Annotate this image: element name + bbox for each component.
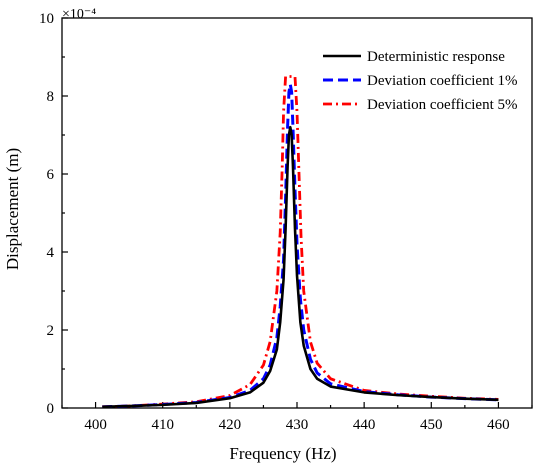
x-tick-label: 440: [353, 417, 376, 433]
y-tick-label: 10: [39, 11, 54, 27]
series-layer: [102, 75, 499, 408]
legend-label: Deviation coefficient 1%: [367, 73, 518, 89]
legend: Deterministic response Deviation coeffici…: [323, 49, 518, 113]
y-axis: 0 2 4 6 8 10: [39, 11, 68, 417]
series-line-deviation-coefficient-5: [102, 75, 499, 408]
series-line-deterministic-response: [102, 125, 499, 408]
y-tick-label: 4: [47, 245, 55, 261]
y-axis-exponent: ×10⁻⁴: [62, 7, 96, 22]
x-tick-label: 430: [286, 417, 309, 433]
legend-label: Deviation coefficient 5%: [367, 97, 518, 113]
x-tick-label: 410: [151, 417, 174, 433]
series-line-deviation-coefficient-1: [102, 82, 499, 408]
x-tick-label: 400: [84, 417, 107, 433]
y-tick-label: 2: [47, 323, 55, 339]
x-axis: 400 410 420 430 440 450 460: [61, 402, 533, 433]
legend-label: Deterministic response: [367, 49, 505, 65]
x-tick-label: 420: [219, 417, 242, 433]
y-tick-label: 8: [47, 89, 55, 105]
y-tick-label: 0: [47, 401, 55, 417]
y-axis-label: Displacement (m): [3, 148, 22, 270]
x-tick-label: 460: [487, 417, 510, 433]
x-tick-label: 450: [420, 417, 443, 433]
x-axis-label: Frequency (Hz): [229, 444, 336, 463]
y-tick-label: 6: [47, 167, 55, 183]
